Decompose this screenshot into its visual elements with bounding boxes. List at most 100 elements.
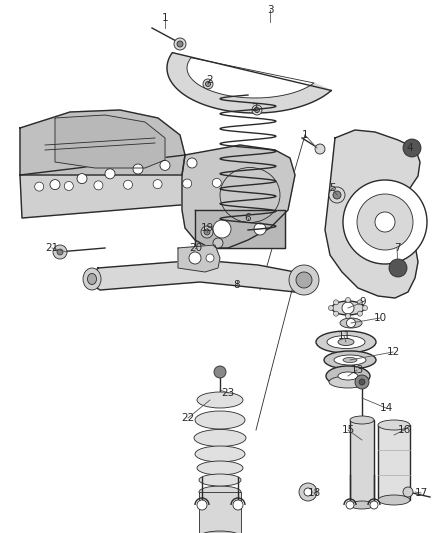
Circle shape <box>183 179 192 188</box>
Circle shape <box>233 500 243 510</box>
Circle shape <box>213 238 223 248</box>
Circle shape <box>203 79 213 89</box>
Ellipse shape <box>327 335 365 349</box>
Ellipse shape <box>88 273 96 285</box>
Circle shape <box>254 223 266 235</box>
Polygon shape <box>178 245 220 272</box>
Text: 23: 23 <box>221 388 235 398</box>
Text: 15: 15 <box>341 425 355 435</box>
Ellipse shape <box>316 331 376 353</box>
Circle shape <box>403 487 413 497</box>
Text: 5: 5 <box>328 183 336 193</box>
Text: 4: 4 <box>407 143 413 153</box>
Ellipse shape <box>329 376 367 388</box>
Circle shape <box>57 249 63 255</box>
Ellipse shape <box>332 301 364 315</box>
Circle shape <box>189 252 201 264</box>
Ellipse shape <box>199 531 241 533</box>
Circle shape <box>252 105 262 115</box>
Circle shape <box>363 305 367 311</box>
Text: 17: 17 <box>414 488 427 498</box>
Circle shape <box>205 82 211 86</box>
Circle shape <box>204 229 210 235</box>
Ellipse shape <box>338 372 358 380</box>
Circle shape <box>77 174 87 183</box>
Polygon shape <box>325 130 420 298</box>
Polygon shape <box>182 145 295 248</box>
Ellipse shape <box>340 318 362 328</box>
Ellipse shape <box>378 420 410 430</box>
Circle shape <box>254 108 259 112</box>
Text: 11: 11 <box>337 331 351 341</box>
Polygon shape <box>195 210 285 248</box>
Circle shape <box>357 300 363 305</box>
Circle shape <box>355 375 369 389</box>
Ellipse shape <box>195 446 245 462</box>
Text: 10: 10 <box>374 313 387 323</box>
Circle shape <box>389 259 407 277</box>
Circle shape <box>124 180 133 189</box>
Circle shape <box>403 139 421 157</box>
Text: 2: 2 <box>207 75 213 85</box>
Ellipse shape <box>197 392 243 408</box>
Polygon shape <box>167 53 331 113</box>
Bar <box>378 425 410 500</box>
Circle shape <box>328 305 333 311</box>
Circle shape <box>342 302 354 314</box>
Text: 20: 20 <box>190 243 202 253</box>
Bar <box>199 492 241 533</box>
Circle shape <box>50 180 60 190</box>
Polygon shape <box>20 110 185 175</box>
Circle shape <box>153 180 162 189</box>
Text: 8: 8 <box>234 280 240 290</box>
Circle shape <box>296 272 312 288</box>
Ellipse shape <box>350 416 374 424</box>
Text: 1: 1 <box>162 13 168 23</box>
Circle shape <box>94 181 103 190</box>
Text: 16: 16 <box>397 425 411 435</box>
Circle shape <box>329 187 345 203</box>
Circle shape <box>333 300 339 305</box>
Text: 3: 3 <box>267 5 273 15</box>
Circle shape <box>289 265 319 295</box>
Ellipse shape <box>195 411 245 429</box>
Text: 2: 2 <box>252 103 258 113</box>
Circle shape <box>359 379 365 385</box>
Circle shape <box>133 164 143 174</box>
Text: 22: 22 <box>181 413 194 423</box>
Circle shape <box>357 194 413 250</box>
Circle shape <box>53 245 67 259</box>
Circle shape <box>160 160 170 171</box>
Circle shape <box>357 311 363 316</box>
Ellipse shape <box>199 486 241 498</box>
Text: 7: 7 <box>394 243 400 253</box>
Circle shape <box>212 179 221 188</box>
Text: 9: 9 <box>360 297 366 307</box>
Circle shape <box>333 191 341 199</box>
Text: 14: 14 <box>379 403 392 413</box>
Ellipse shape <box>194 430 246 447</box>
Text: 19: 19 <box>200 223 214 233</box>
Circle shape <box>315 144 325 154</box>
Text: 6: 6 <box>245 213 251 223</box>
Circle shape <box>375 212 395 232</box>
Polygon shape <box>55 115 165 168</box>
Circle shape <box>214 366 226 378</box>
Circle shape <box>346 297 350 303</box>
Ellipse shape <box>197 461 243 475</box>
Circle shape <box>197 500 207 510</box>
Ellipse shape <box>324 351 376 369</box>
Circle shape <box>206 254 214 262</box>
Polygon shape <box>20 155 280 218</box>
Ellipse shape <box>338 338 354 345</box>
Ellipse shape <box>350 501 374 509</box>
Circle shape <box>304 488 312 496</box>
Circle shape <box>299 483 317 501</box>
Ellipse shape <box>83 268 101 290</box>
Text: 13: 13 <box>350 365 364 375</box>
Circle shape <box>105 169 115 179</box>
Circle shape <box>213 220 231 238</box>
Circle shape <box>64 181 73 190</box>
Ellipse shape <box>326 366 370 386</box>
Circle shape <box>370 501 378 509</box>
